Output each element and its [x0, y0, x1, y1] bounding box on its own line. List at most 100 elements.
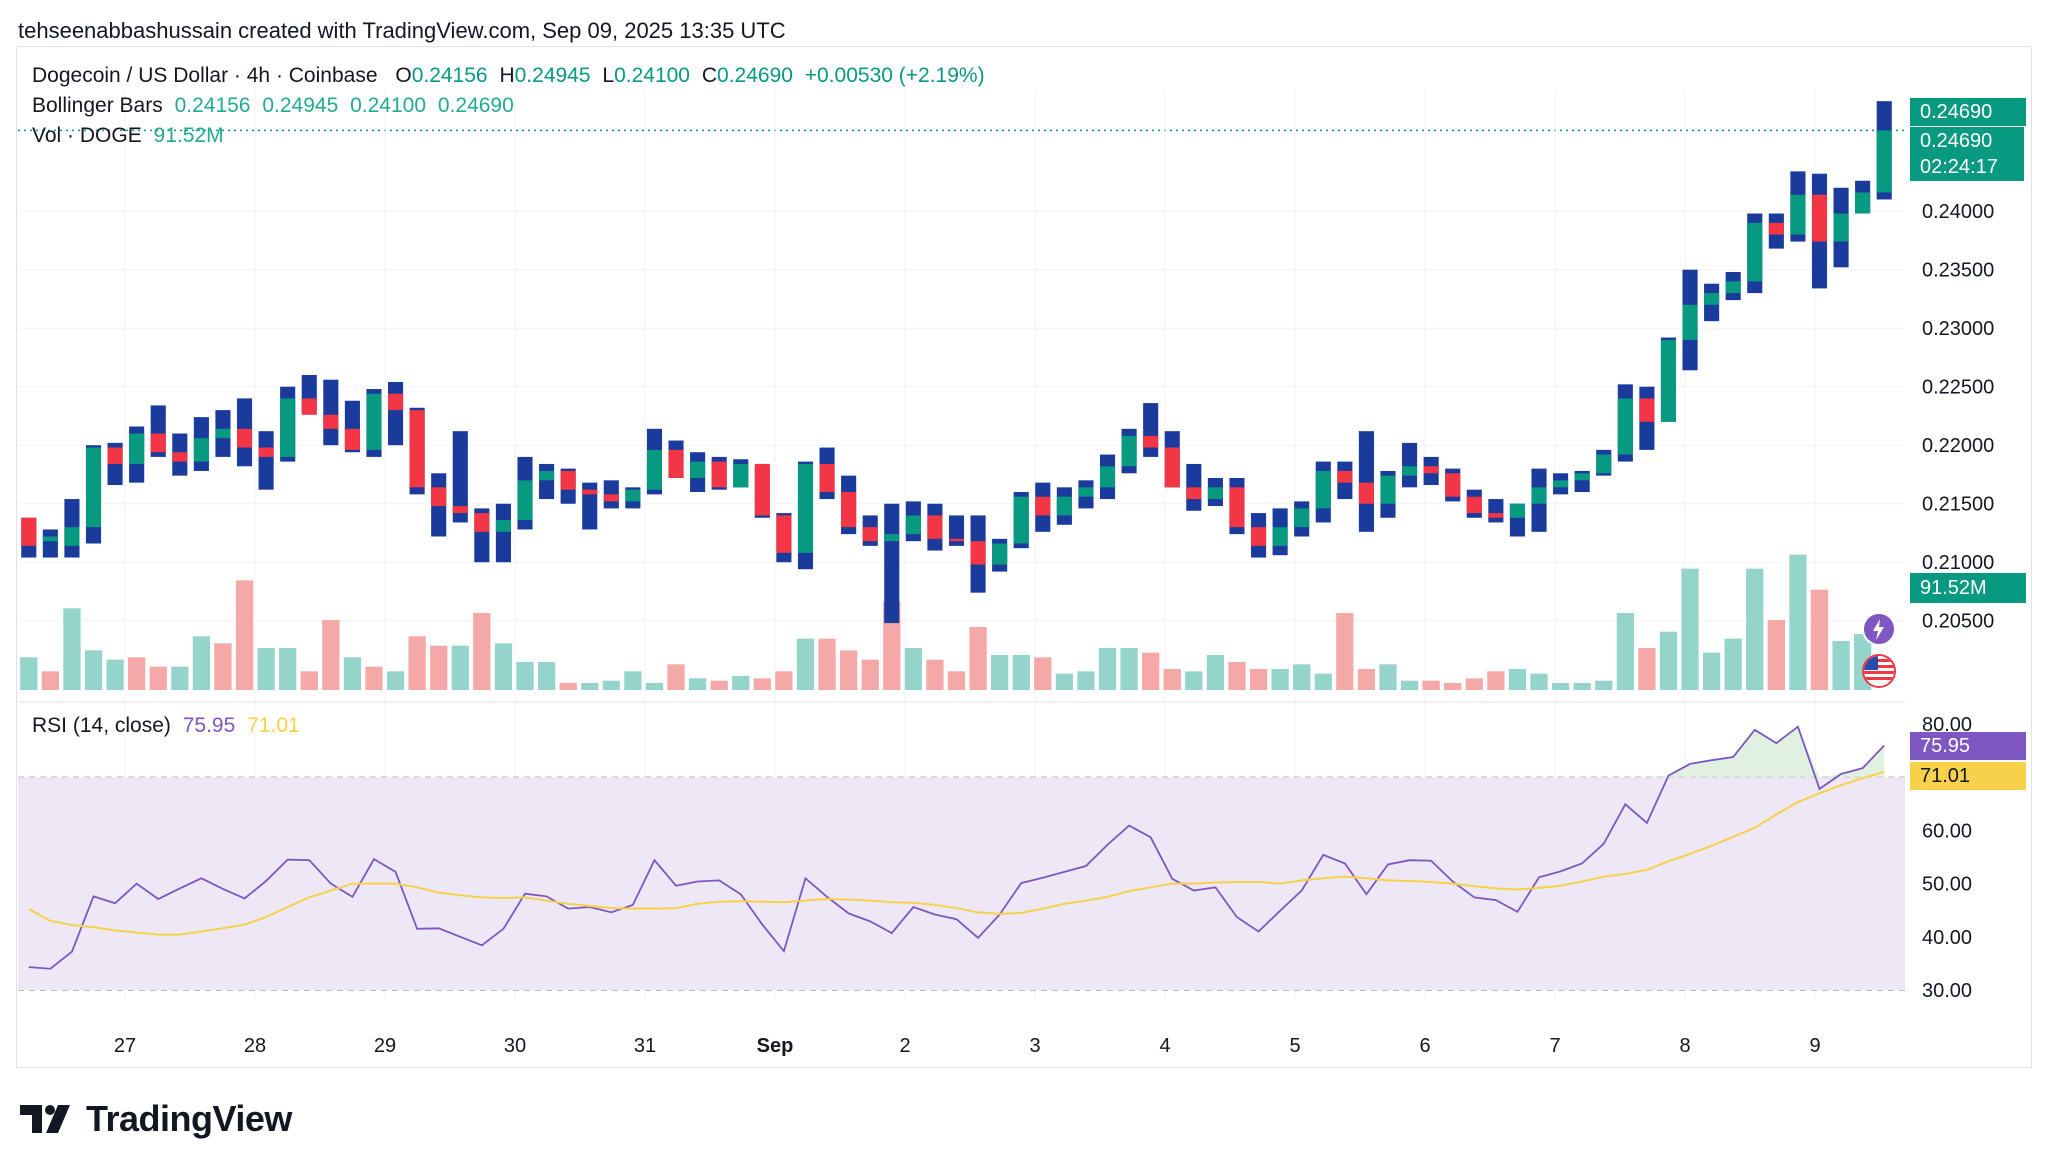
volume-bar — [1034, 657, 1052, 690]
volume-bar — [883, 601, 901, 690]
volume-tag: 91.52M — [1910, 573, 2026, 603]
volume-bar — [1702, 652, 1721, 690]
candle-body — [1639, 398, 1655, 422]
candle-range — [388, 382, 404, 446]
volume-bar — [1767, 620, 1785, 690]
candle-body — [1596, 454, 1612, 474]
volume-bar — [1659, 631, 1678, 690]
volume-bar — [1551, 683, 1570, 690]
candle-body — [603, 494, 619, 502]
candle-body — [1790, 194, 1806, 235]
candle-body — [1704, 293, 1720, 305]
volume-bar — [149, 666, 167, 690]
candle-body — [301, 398, 317, 415]
rsi-tick-label: 60.00 — [1922, 820, 1972, 842]
time-tick-label: 27 — [114, 1035, 136, 1057]
volume-bar — [1314, 673, 1332, 690]
volume-bar — [1077, 671, 1095, 690]
candle-body — [668, 449, 684, 478]
rsi-ma-tag: 71.01 — [1910, 762, 2026, 790]
candle-body — [409, 410, 425, 488]
volume-bar — [1120, 648, 1138, 690]
rsi-ma-value: 71.01 — [247, 714, 300, 737]
volume-bar — [1400, 680, 1419, 690]
bb-value: 0.24100 — [350, 94, 427, 117]
candle-body — [323, 414, 339, 429]
candle-body — [388, 393, 404, 411]
candle-body — [1660, 339, 1677, 422]
volume-bar — [1638, 648, 1656, 690]
open-value: 0.24156 — [411, 64, 488, 87]
rsi-label[interactable]: RSI (14, close) — [32, 714, 171, 737]
symbol-title[interactable]: Dogecoin / US Dollar · 4h · Coinbase — [32, 64, 378, 87]
vol-label[interactable]: Vol · DOGE — [32, 124, 142, 147]
time-tick-label: 7 — [1549, 1035, 1560, 1057]
high-value: 0.24945 — [514, 64, 591, 87]
candle-body — [754, 463, 770, 516]
volume-bar — [1595, 680, 1613, 690]
volume-bar — [624, 671, 642, 690]
tradingview-logo[interactable]: TradingView — [20, 1098, 292, 1140]
candle-body — [42, 536, 58, 542]
candle-body — [1056, 496, 1072, 516]
bb-label[interactable]: Bollinger Bars — [32, 94, 163, 117]
candle-body — [1811, 194, 1828, 242]
time-axis: 27 28 29 30 31 Sep 2 3 4 5 6 7 8 9 — [114, 1035, 1821, 1057]
candle-body — [539, 470, 555, 481]
volume-bar — [947, 671, 966, 690]
candle-body — [172, 452, 188, 462]
volume-bar — [710, 680, 728, 690]
candle-body — [1509, 503, 1525, 518]
volume-bar — [1055, 673, 1074, 690]
last-price-tag: 0.24690 — [1910, 98, 2026, 126]
candle-body — [1682, 304, 1698, 340]
candle-body — [1423, 466, 1439, 474]
bb-value: 0.24945 — [262, 94, 339, 117]
candle-body — [646, 449, 663, 490]
candle-body — [150, 433, 166, 453]
volume-bar — [796, 638, 815, 690]
volume-bar — [106, 659, 124, 690]
volume-bar — [753, 678, 771, 690]
volume-bar — [991, 655, 1009, 690]
time-tick-label: 2 — [899, 1035, 910, 1057]
volume-bar — [904, 648, 922, 690]
volume-bar — [1422, 680, 1440, 690]
volume-bar — [926, 659, 944, 690]
candle-body — [452, 506, 468, 514]
rsi-lines — [28, 725, 1885, 970]
volume-bar — [494, 643, 513, 690]
candle-body — [1768, 222, 1784, 235]
candle-body — [1143, 435, 1159, 448]
candle-range — [323, 379, 339, 446]
candle-body — [64, 527, 80, 546]
candle-body — [1531, 487, 1547, 504]
candle-body — [344, 428, 360, 450]
candle-range — [495, 503, 511, 563]
candle-body — [625, 489, 641, 502]
candle-body — [582, 489, 598, 495]
volume-bar — [214, 643, 232, 690]
candle-range — [948, 515, 965, 546]
volume-bar — [667, 664, 685, 690]
candle-body — [236, 428, 253, 448]
us-flag-icon[interactable] — [1862, 654, 1896, 688]
candle-body — [1099, 466, 1116, 488]
volume-bar — [1142, 652, 1160, 690]
price-tick-label: 0.24000 — [1922, 201, 1994, 223]
legend-vol-row: Vol · DOGE 91.52M — [32, 124, 230, 148]
attribution-header: tehseenabbashussain created with Trading… — [18, 18, 786, 43]
candle-body — [1747, 222, 1763, 282]
volume-bar — [1530, 673, 1548, 690]
bb-value: 0.24690 — [437, 94, 514, 117]
lightning-icon[interactable] — [1862, 612, 1896, 646]
rsi-value: 75.95 — [182, 714, 236, 737]
candle-body — [21, 517, 37, 546]
volume-bar — [1444, 683, 1462, 690]
price-tick-label: 0.23000 — [1922, 318, 1994, 340]
volume-bar — [171, 666, 189, 690]
brand-name: TradingView — [86, 1098, 292, 1139]
time-tick-label: 9 — [1809, 1035, 1820, 1057]
candle-body — [1833, 213, 1849, 242]
